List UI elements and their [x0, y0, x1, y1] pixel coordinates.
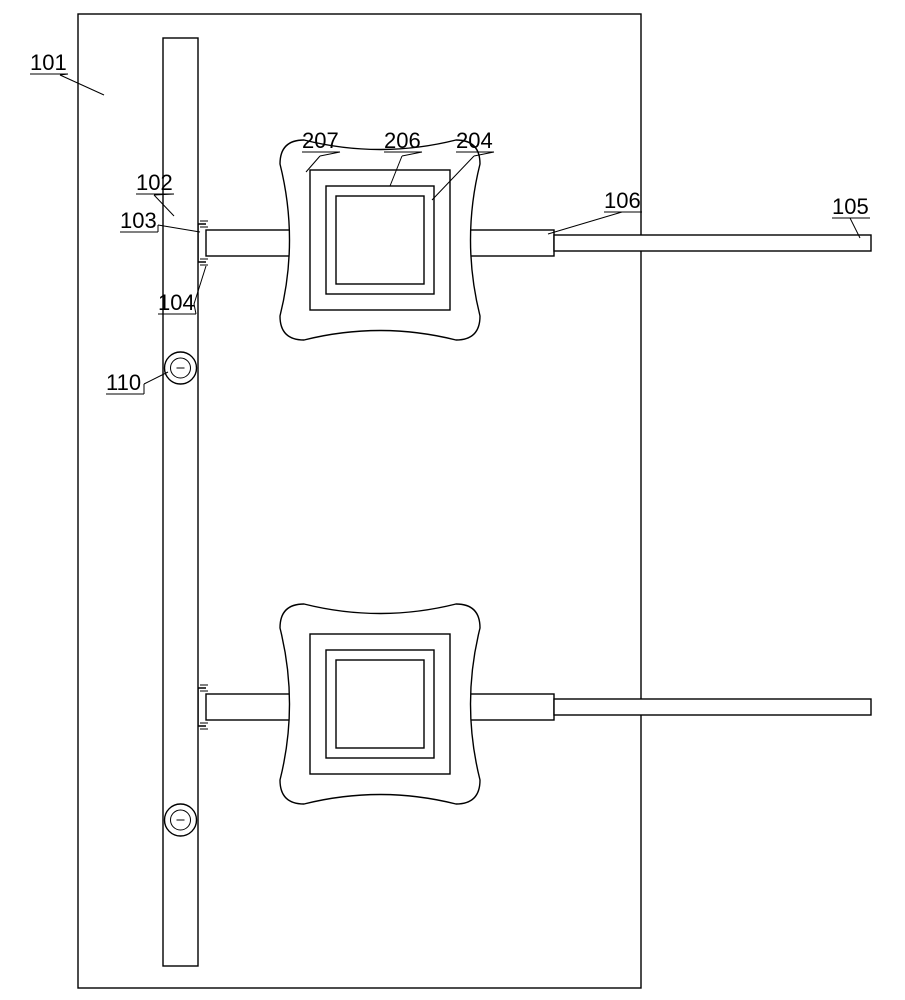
engineering-diagram: 101 102 103 104 110 207 206 204 106 105 — [0, 0, 905, 1000]
arm-105 — [554, 235, 871, 251]
callout-101: 101 — [30, 50, 104, 95]
callout-label: 207 — [302, 128, 339, 153]
callout-label: 110 — [106, 370, 141, 395]
callout-leader — [548, 212, 622, 234]
callout-label: 104 — [158, 290, 195, 315]
callout-label: 103 — [120, 208, 157, 233]
callout-label: 206 — [384, 128, 421, 153]
callout-106: 106 — [548, 188, 642, 234]
bracket-103 — [198, 224, 206, 262]
square-204-outer — [326, 186, 434, 294]
callout-110: 110 — [106, 370, 168, 395]
callout-label: 204 — [456, 128, 493, 153]
callout-label: 102 — [136, 170, 173, 195]
arm-105 — [554, 699, 871, 715]
callout-label: 105 — [832, 194, 869, 219]
assembly-1 — [198, 604, 871, 804]
callout-label: 106 — [604, 188, 641, 213]
square-204-outer — [326, 650, 434, 758]
callout-leader — [60, 75, 104, 95]
callout-105: 105 — [832, 194, 870, 238]
assembly-0 — [198, 140, 871, 340]
callout-label: 101 — [30, 50, 67, 75]
bracket-103 — [198, 688, 206, 726]
